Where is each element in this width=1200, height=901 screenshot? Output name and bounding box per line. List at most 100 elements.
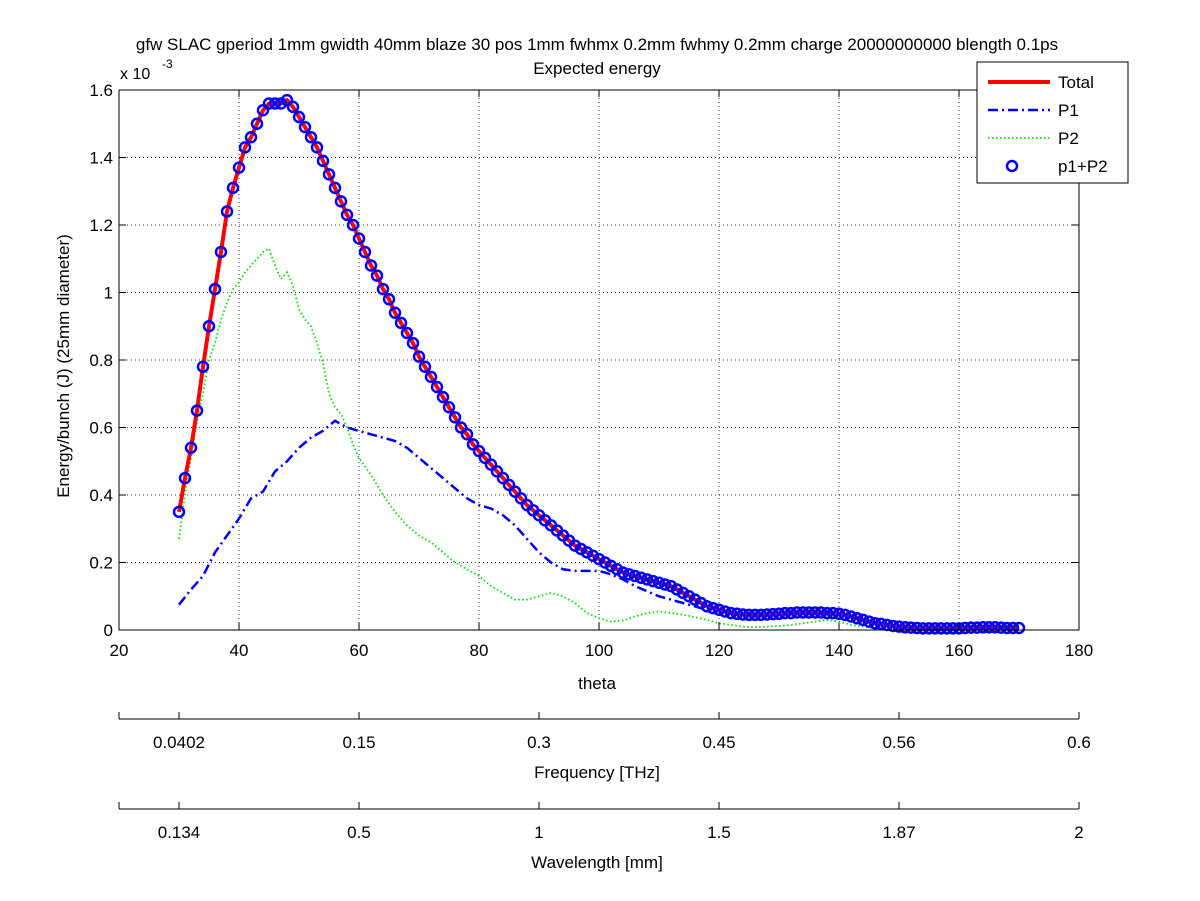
series-marker-p1p2 <box>712 603 726 616</box>
x-tick-label: 160 <box>945 641 973 660</box>
series-marker-p1p2 <box>616 566 630 579</box>
x-tick-label: 40 <box>230 641 249 660</box>
series-marker-p1p2 <box>220 205 234 218</box>
series-marker-p1p2 <box>388 306 402 319</box>
series-marker-p1p2 <box>940 622 954 635</box>
legend-label: P1 <box>1058 101 1079 120</box>
series-marker-p1p2 <box>412 350 426 363</box>
x-tick-label: 20 <box>110 641 129 660</box>
series-marker-p1p2 <box>352 232 366 245</box>
series-marker-p1p2 <box>844 610 858 623</box>
series-marker-p1p2 <box>946 622 960 635</box>
secondary-axis-tick-label: 0.0402 <box>153 733 205 752</box>
series-marker-p1p2 <box>292 110 306 124</box>
series-marker-p1p2 <box>658 578 672 591</box>
legend-marker-p1-p2 <box>1005 159 1019 173</box>
series-marker-p1p2 <box>346 218 360 232</box>
series-marker-p1p2 <box>262 97 276 110</box>
series-marker-p1p2 <box>196 360 210 373</box>
series-marker-p1p2 <box>1012 621 1026 635</box>
y-tick-label: 1.6 <box>89 81 113 100</box>
x-tick-label: 80 <box>470 641 489 660</box>
series-marker-p1p2 <box>370 269 384 282</box>
secondary-axis-tick-label: 0.45 <box>702 733 735 752</box>
y-tick-label: 1.2 <box>89 216 113 235</box>
series-marker-p1p2 <box>442 401 456 414</box>
x-tick-label: 120 <box>705 641 733 660</box>
series-marker-p1p2 <box>646 574 660 588</box>
y-tick-label: 0.4 <box>89 486 113 505</box>
series-marker-p1p2 <box>238 141 252 154</box>
secondary-axis-tick-label: 1.5 <box>707 823 731 842</box>
secondary-axis-label: Frequency [THz] <box>534 763 660 782</box>
series-marker-p1p2 <box>268 97 282 110</box>
x-tick-label: 100 <box>585 641 613 660</box>
series-marker-p1p2 <box>310 141 324 154</box>
series-marker-p1p2 <box>190 404 204 417</box>
series-marker-p1p2 <box>364 259 378 272</box>
series-marker-p1p2 <box>778 606 792 620</box>
series-marker-p1p2 <box>322 168 336 181</box>
axis-ticks: 20 40 60 80 100 120 140 160 180 0 0.2 0.4 0.6 0.8 1 1.2… <box>89 81 1093 660</box>
secondary-axis-tick-label: 0.3 <box>527 733 551 752</box>
series-marker-p1p2 <box>724 606 738 620</box>
series-marker-p1p2 <box>964 621 978 634</box>
legend: Total P1 P2 p1+P2 <box>976 61 1129 184</box>
series-marker-p1p2 <box>808 606 822 619</box>
series-marker-p1p2 <box>226 181 240 195</box>
secondary-axis-tick-label: 1.87 <box>882 823 915 842</box>
series-marker-p1p2 <box>838 608 852 622</box>
series-marker-p1p2 <box>208 282 222 296</box>
series-marker-p1p2 <box>250 117 264 130</box>
series-marker-p1p2 <box>316 154 330 168</box>
series-marker-p1p2 <box>772 607 786 621</box>
series-marker-p1p2 <box>922 622 936 635</box>
plot-series <box>172 93 1026 635</box>
series-marker-p1p2 <box>394 316 408 330</box>
series-marker-p1p2 <box>628 569 642 583</box>
series-marker-p1p2 <box>334 195 348 208</box>
series-marker-p1p2 <box>424 370 438 384</box>
series-marker-p1p2 <box>406 336 420 350</box>
series-marker-p1p2 <box>910 621 924 635</box>
series-marker-p1p2 <box>748 608 762 622</box>
series-marker-p1p2 <box>202 320 216 333</box>
secondary-axis-tick-label: 0.56 <box>882 733 915 752</box>
series-marker-p1p2 <box>730 607 744 621</box>
series-marker-p1p2 <box>790 606 804 619</box>
series-marker-p1p2 <box>430 380 444 394</box>
secondary-axis-tick-label: 0.134 <box>158 823 201 842</box>
y-tick-label: 0.6 <box>89 419 113 438</box>
series-marker-p1p2 <box>892 620 906 633</box>
series-marker-p1p2 <box>832 607 846 621</box>
grid-lines <box>119 90 1079 630</box>
legend-label: p1+P2 <box>1058 157 1108 176</box>
chart-title: gfw SLAC gperiod 1mm gwidth 40mm blaze 3… <box>136 35 1058 54</box>
series-marker-p1p2 <box>652 576 666 589</box>
legend-label: Total <box>1058 73 1094 92</box>
series-marker-p1p2 <box>340 208 354 222</box>
series-marker-p1p2 <box>802 606 816 619</box>
y-tick-label: 0.8 <box>89 351 113 370</box>
secondary-axis-tick-label: 1 <box>534 823 543 842</box>
series-marker-p1p2 <box>754 608 768 622</box>
series-marker-p1p2 <box>460 428 474 441</box>
series-marker-p1p2 <box>736 608 750 621</box>
series-marker-p1p2 <box>298 120 312 134</box>
y-axis-exponent: x 10 <box>120 66 150 83</box>
chart-subtitle: Expected energy <box>533 59 661 78</box>
secondary-axis-tick-label: 0.15 <box>342 733 375 752</box>
series-marker-p1p2 <box>244 131 258 144</box>
series-marker-p1p2 <box>706 601 720 615</box>
series-marker-p1p2 <box>886 619 900 633</box>
series-marker-p1p2 <box>184 441 198 454</box>
series-line-p1 <box>178 419 720 613</box>
y-axis-exponent-power: -3 <box>162 57 173 71</box>
x-tick-label: 180 <box>1065 641 1093 660</box>
series-marker-p1p2 <box>400 326 414 340</box>
series-marker-p1p2 <box>622 568 636 581</box>
series-marker-p1p2 <box>760 608 774 621</box>
series-marker-p1p2 <box>742 608 756 622</box>
series-marker-p1p2 <box>928 622 942 635</box>
x-axis-label: theta <box>578 674 616 693</box>
